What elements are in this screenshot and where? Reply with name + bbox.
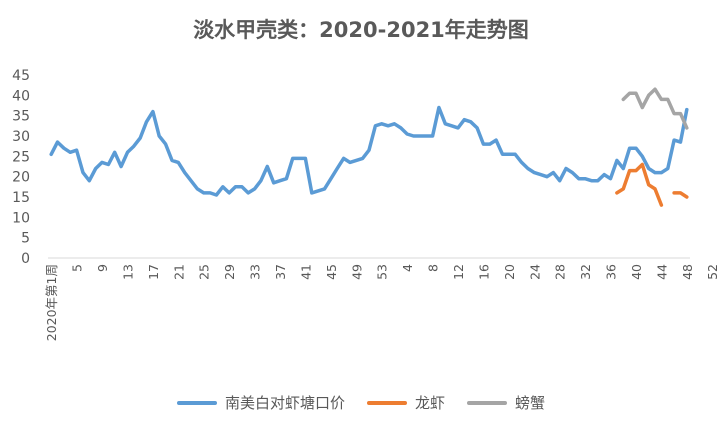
series-line-shrimp bbox=[49, 105, 689, 197]
legend-label-crayfish: 龙虾 bbox=[414, 394, 445, 412]
x-tick-label: 28 bbox=[553, 264, 568, 280]
x-tick-label: 52 bbox=[705, 264, 720, 280]
x-tick-label: 8 bbox=[426, 264, 441, 272]
x-tick-label: 32 bbox=[578, 264, 593, 280]
x-tick-label: 4 bbox=[400, 264, 415, 272]
legend-item-crab: 螃蟹 bbox=[467, 392, 545, 413]
legend-swatch-crab bbox=[467, 400, 507, 405]
x-tick-label: 20 bbox=[502, 264, 517, 280]
x-tick-label: 16 bbox=[476, 264, 491, 280]
x-tick-label: 24 bbox=[527, 264, 542, 280]
x-tick-label: 12 bbox=[451, 264, 466, 280]
x-tick-label: 21 bbox=[171, 264, 186, 280]
legend-item-crayfish: 龙虾 bbox=[366, 392, 445, 413]
x-tick-label: 5 bbox=[70, 264, 85, 272]
x-tick-label: 2020年第1周 bbox=[44, 264, 59, 341]
legend-label-crab: 螃蟹 bbox=[515, 394, 546, 412]
y-tick-label: 30 bbox=[12, 129, 30, 145]
x-tick-label: 37 bbox=[273, 264, 288, 280]
y-tick-label: 5 bbox=[21, 231, 30, 247]
y-tick-label: 45 bbox=[12, 68, 30, 84]
x-tick-label: 40 bbox=[629, 264, 644, 280]
x-tick-label: 9 bbox=[95, 264, 110, 272]
y-tick-label: 10 bbox=[12, 210, 30, 226]
legend-label-shrimp: 南美白对虾塘口价 bbox=[224, 394, 345, 412]
x-tick-label: 25 bbox=[197, 264, 212, 280]
legend: 南美白对虾塘口价 龙虾 螃蟹 bbox=[0, 392, 722, 413]
x-tick-label: 48 bbox=[680, 264, 695, 280]
legend-swatch-shrimp bbox=[176, 400, 217, 405]
y-tick-label: 40 bbox=[12, 88, 30, 104]
x-tick-label: 36 bbox=[604, 264, 619, 280]
y-tick-label: 35 bbox=[12, 109, 30, 125]
x-tick-label: 13 bbox=[120, 264, 135, 280]
series-line-crayfish bbox=[615, 162, 689, 207]
y-tick-label: 25 bbox=[12, 149, 30, 165]
x-tick-label: 45 bbox=[324, 264, 339, 280]
legend-swatch-crayfish bbox=[366, 400, 407, 405]
x-tick-label: 29 bbox=[222, 264, 237, 280]
x-tick-label: 49 bbox=[349, 264, 364, 280]
x-tick-label: 53 bbox=[375, 264, 390, 280]
y-tick-label: 0 bbox=[21, 251, 30, 267]
chart-title: 淡水甲壳类：2020-2021年走势图 bbox=[193, 18, 529, 42]
y-tick-label: 15 bbox=[12, 190, 30, 206]
x-tick-label: 41 bbox=[298, 264, 313, 280]
y-tick-label: 20 bbox=[12, 170, 30, 186]
legend-item-shrimp: 南美白对虾塘口价 bbox=[176, 392, 345, 413]
x-tick-label: 17 bbox=[146, 264, 161, 280]
series-line-crab bbox=[621, 87, 689, 130]
x-tick-label: 33 bbox=[248, 264, 263, 280]
x-tick-label: 44 bbox=[654, 264, 669, 280]
